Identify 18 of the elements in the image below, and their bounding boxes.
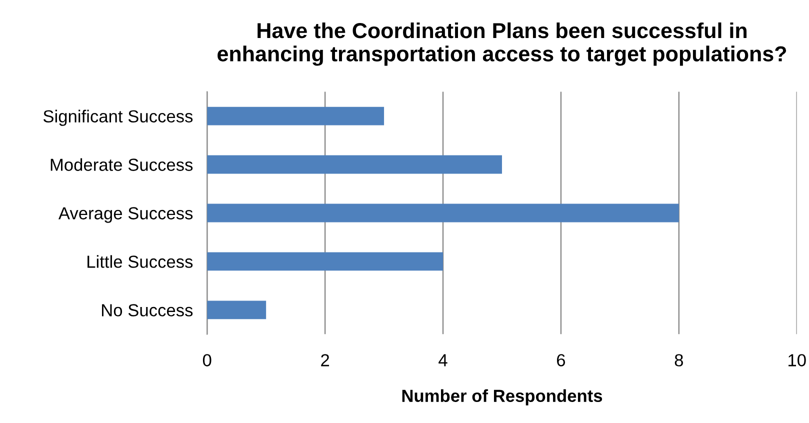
chart-title: Have the Coordination Plans been successful in enhancing transportation access to target populations? xyxy=(218,22,786,66)
y-tick-label: Moderate Success xyxy=(50,158,193,171)
y-tick-label: Average Success xyxy=(58,207,193,223)
x-tick-label: 10 xyxy=(788,354,806,366)
y-tick-label: No Success xyxy=(102,304,193,316)
x-tick-label: 4 xyxy=(438,354,448,366)
x-tick-label: 2 xyxy=(321,354,330,366)
x-tick-label: 0 xyxy=(202,354,212,366)
y-tick-label: Little Success xyxy=(88,255,193,268)
bar xyxy=(207,252,444,271)
x-tick-label: 6 xyxy=(557,354,566,366)
bar xyxy=(207,300,266,320)
x-tick-label: 8 xyxy=(674,354,683,366)
y-tick-label: Significant Success xyxy=(43,110,193,126)
bar xyxy=(207,155,502,174)
bar xyxy=(207,106,384,126)
bar xyxy=(207,204,679,222)
x-axis-title: Number of Respondents xyxy=(402,389,602,406)
